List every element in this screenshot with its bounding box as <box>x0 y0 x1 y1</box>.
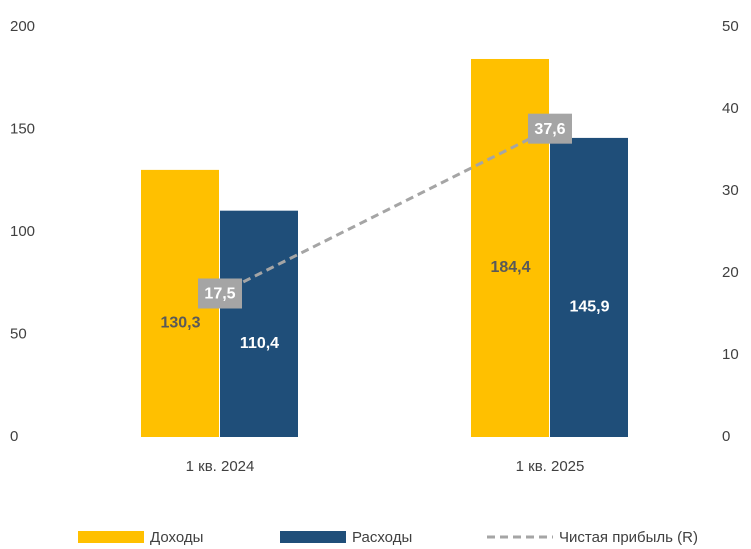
bar-value-label: 110,4 <box>240 335 279 352</box>
line-label-box <box>198 278 242 309</box>
y2-tick-label: 10 <box>722 346 739 363</box>
bar <box>220 210 298 437</box>
legend-swatch <box>280 531 346 543</box>
line <box>219 127 551 295</box>
line-label-box <box>528 113 572 144</box>
y-tick-label: 150 <box>10 120 35 137</box>
y2-tick-label: 30 <box>722 182 739 199</box>
x-tick-label: 1 кв. 2025 <box>516 458 585 475</box>
y-tick-label: 100 <box>10 223 35 240</box>
bar-value-label: 130,3 <box>160 315 200 332</box>
y2-tick-label: 0 <box>722 428 730 445</box>
legend-swatch <box>78 531 144 543</box>
legend-label: Чистая прибыль (R) <box>559 529 698 546</box>
x-tick-label: 1 кв. 2024 <box>186 458 255 475</box>
y2-tick-label: 20 <box>722 264 739 281</box>
y2-tick-label: 50 <box>722 18 739 35</box>
bar-value-label: 184,4 <box>490 259 530 276</box>
bar <box>550 137 628 437</box>
legend-label: Доходы <box>150 529 203 546</box>
y-tick-label: 200 <box>10 18 35 35</box>
y-tick-label: 0 <box>10 428 18 445</box>
bar-value-label: 145,9 <box>569 299 609 316</box>
y2-tick-label: 40 <box>722 100 739 117</box>
legend-label: Расходы <box>352 529 412 546</box>
line-value-label: 37,6 <box>534 121 565 138</box>
line-value-label: 17,5 <box>204 286 235 303</box>
y-tick-label: 50 <box>10 325 27 342</box>
